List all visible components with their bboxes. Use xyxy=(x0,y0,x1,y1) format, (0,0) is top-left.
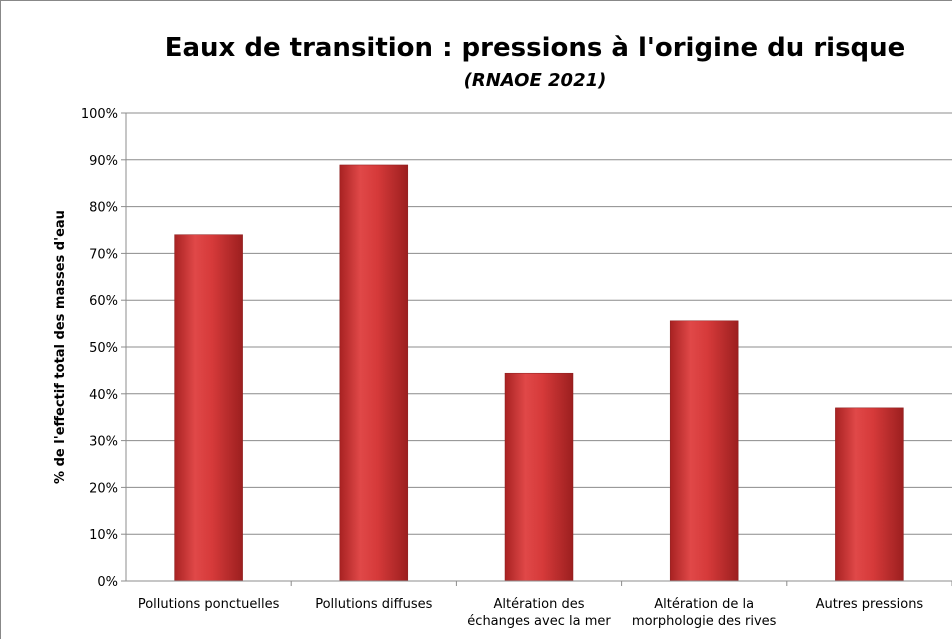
x-tick-label: Pollutions ponctuelles xyxy=(137,597,280,612)
bar xyxy=(174,234,243,582)
chart-title: Eaux de transition : pressions à l'origi… xyxy=(165,33,906,63)
y-tick-label: 50% xyxy=(89,341,118,356)
x-tick-label: Altération de la morphologie des rives xyxy=(631,597,777,629)
x-tick-label: Altération des échanges avec la mer xyxy=(467,597,611,629)
y-axis-label: % de l'effectif total des masses d'eau xyxy=(53,210,68,484)
y-tick-label: 30% xyxy=(89,435,118,450)
y-tick-label: 80% xyxy=(89,201,118,216)
y-tick-label: 60% xyxy=(89,294,118,309)
y-tick-label: 10% xyxy=(89,528,118,543)
y-tick-label: 90% xyxy=(89,154,118,169)
y-tick-label: 70% xyxy=(89,247,118,262)
y-tick-label: 0% xyxy=(97,575,118,590)
y-tick-label: 100% xyxy=(81,107,118,122)
bar xyxy=(835,407,904,582)
y-tick-label: 20% xyxy=(89,481,118,496)
y-tick-label: 40% xyxy=(89,388,118,403)
x-tick-label: Autres pressions xyxy=(815,597,924,612)
bar xyxy=(504,372,574,582)
chart-subtitle: (RNAOE 2021) xyxy=(464,70,607,91)
bar xyxy=(339,164,409,582)
bar xyxy=(669,320,739,582)
x-tick-label: Pollutions diffuses xyxy=(315,597,433,612)
